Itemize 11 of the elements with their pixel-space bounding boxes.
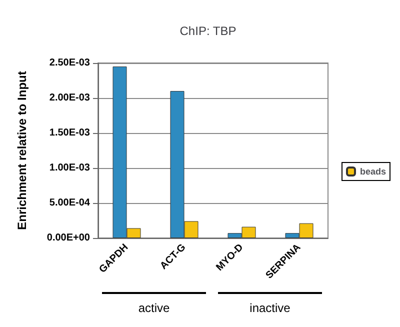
y-tick-label: 1.50E-03 bbox=[49, 128, 90, 138]
y-axis-title: Enrichment relative to Input bbox=[15, 71, 29, 230]
text: active bbox=[138, 301, 170, 315]
y-tick-label: 2.50E-03 bbox=[49, 58, 90, 68]
y-tick-label: 1.00E-03 bbox=[49, 162, 90, 174]
chart-title: ChIP: TBP bbox=[180, 24, 236, 38]
text: inactive bbox=[250, 301, 291, 315]
y-tick-label: 2.00E-03 bbox=[49, 92, 90, 104]
legend-label: beads bbox=[360, 166, 386, 176]
y-tick-label: 5.00E-04 bbox=[49, 198, 90, 208]
y-tick-label: 0.00E+00 bbox=[46, 232, 90, 244]
